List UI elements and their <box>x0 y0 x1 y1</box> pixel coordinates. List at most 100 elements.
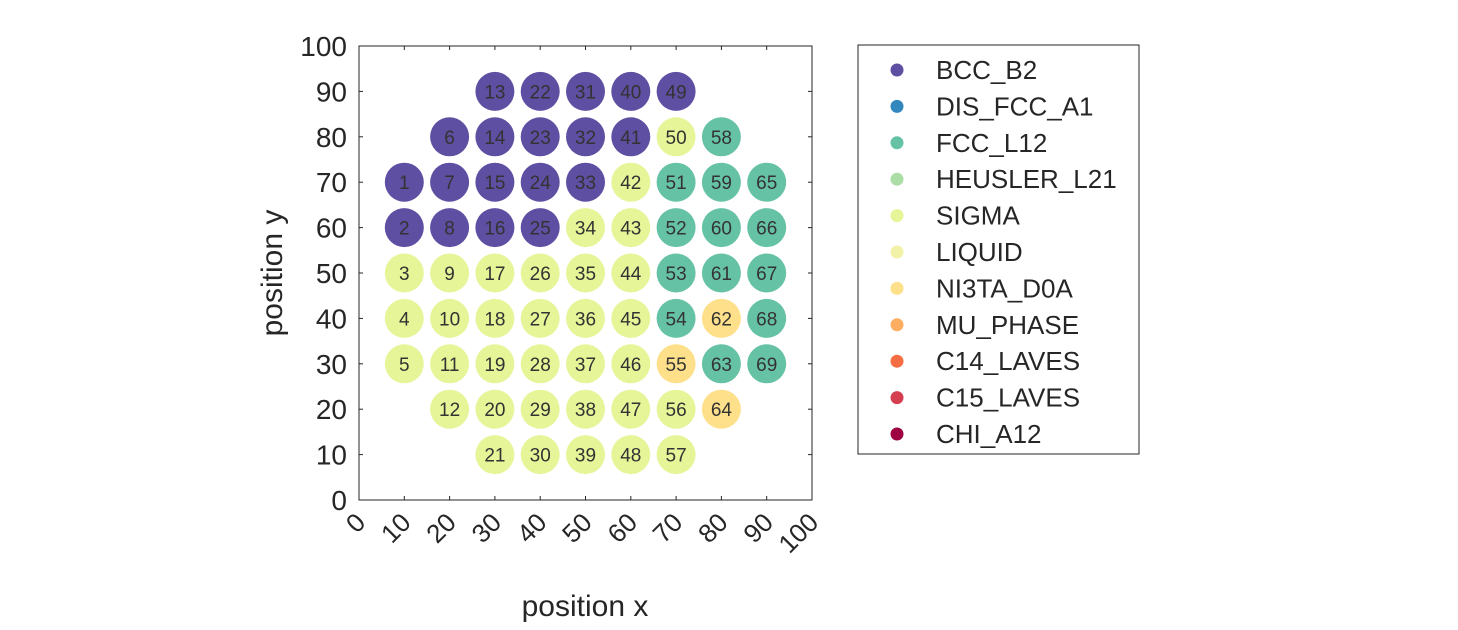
legend-marker <box>890 136 904 150</box>
data-point-marker <box>611 208 651 248</box>
legend-marker <box>890 209 904 223</box>
legend-entry: HEUSLER_L21 <box>890 164 1117 194</box>
data-point-36: 36 <box>566 298 605 338</box>
data-point-marker <box>656 71 696 111</box>
data-point-marker <box>747 162 787 202</box>
data-point-label: 38 <box>575 400 596 421</box>
data-point-label: 49 <box>666 82 687 103</box>
data-point-label: 16 <box>484 219 505 240</box>
data-point-label: 35 <box>575 264 596 285</box>
legend-label: C14_LAVES <box>936 346 1080 376</box>
data-point-label: 51 <box>666 173 687 194</box>
data-point-label: 21 <box>484 446 505 467</box>
data-point-24: 24 <box>520 162 560 202</box>
data-point-marker <box>747 253 787 293</box>
data-point-33: 33 <box>566 162 605 202</box>
data-point-62: 62 <box>701 298 741 338</box>
data-point-label: 44 <box>620 264 642 285</box>
data-point-marker <box>701 389 741 429</box>
legend-marker <box>890 354 904 368</box>
data-point-55: 55 <box>656 344 696 384</box>
data-point-label: 17 <box>484 264 505 285</box>
x-tick-label: 20 <box>420 507 462 549</box>
data-point-label: 25 <box>530 219 551 240</box>
data-point-marker <box>566 162 605 202</box>
y-tick-label: 20 <box>316 394 347 425</box>
data-point-34: 34 <box>566 208 605 248</box>
legend-label: C15_LAVES <box>936 383 1080 413</box>
legend-marker <box>890 99 904 113</box>
data-point-52: 52 <box>656 208 696 248</box>
legend-label: CHI_A12 <box>936 419 1042 449</box>
legend-items: BCC_B2 DIS_FCC_A1 FCC_L12 HEUSLER_L21 SIGMA L… <box>890 55 1117 449</box>
data-point-marker <box>701 117 741 157</box>
legend-marker <box>890 427 904 441</box>
data-points: 1234567891011121314151617181920212223242… <box>384 71 787 475</box>
data-point-marker <box>566 71 605 111</box>
data-point-44: 44 <box>611 253 651 293</box>
data-point-35: 35 <box>566 253 605 293</box>
data-point-marker <box>656 117 696 157</box>
data-point-label: 55 <box>666 355 687 376</box>
data-point-marker <box>520 253 560 293</box>
data-point-label: 54 <box>666 309 688 330</box>
data-point-43: 43 <box>611 208 651 248</box>
data-point-label: 58 <box>711 128 732 149</box>
data-point-marker <box>747 298 787 338</box>
legend-entry: DIS_FCC_A1 <box>890 91 1094 121</box>
legend-entry: SIGMA <box>890 201 1020 231</box>
legend: BCC_B2 DIS_FCC_A1 FCC_L12 HEUSLER_L21 SIGMA L… <box>857 44 1140 455</box>
data-point-marker <box>747 344 787 384</box>
data-point-27: 27 <box>520 298 560 338</box>
x-axis-label: position x <box>522 590 649 623</box>
data-point-56: 56 <box>656 389 696 429</box>
data-point-66: 66 <box>747 208 787 248</box>
x-tick-label: 40 <box>511 507 553 549</box>
y-tick-label: 80 <box>316 122 347 153</box>
data-point-label: 69 <box>756 355 777 376</box>
data-point-51: 51 <box>656 162 696 202</box>
legend-entry: MU_PHASE <box>890 310 1079 340</box>
data-point-marker <box>430 162 470 202</box>
data-point-marker <box>611 344 651 384</box>
data-point-2: 2 <box>384 208 424 248</box>
x-tick-label: 60 <box>601 507 643 549</box>
data-point-marker <box>701 298 741 338</box>
data-point-marker <box>701 344 741 384</box>
data-point-14: 14 <box>475 117 515 157</box>
data-point-16: 16 <box>475 208 515 248</box>
data-point-57: 57 <box>656 435 696 475</box>
data-point-12: 12 <box>430 389 470 429</box>
data-point-28: 28 <box>520 344 560 384</box>
x-tick-label: 90 <box>737 507 779 549</box>
data-point-label: 47 <box>620 400 641 421</box>
data-point-label: 37 <box>575 355 596 376</box>
data-point-label: 10 <box>439 309 460 330</box>
data-point-3: 3 <box>384 253 424 293</box>
y-tick-label: 0 <box>331 485 347 516</box>
legend-entry: CHI_A12 <box>890 419 1042 449</box>
data-point-label: 67 <box>756 264 777 285</box>
data-point-marker <box>475 117 515 157</box>
data-point-marker <box>566 435 605 475</box>
data-point-58: 58 <box>701 117 741 157</box>
data-point-9: 9 <box>430 253 470 293</box>
legend-label: DIS_FCC_A1 <box>936 91 1094 121</box>
data-point-label: 62 <box>711 309 732 330</box>
data-point-label: 8 <box>444 219 455 240</box>
data-point-marker <box>656 435 696 475</box>
legend-entry: LIQUID <box>890 237 1023 267</box>
data-point-label: 61 <box>711 264 732 285</box>
data-point-marker <box>566 253 605 293</box>
x-tick-label: 30 <box>465 507 507 549</box>
data-point-label: 3 <box>399 264 410 285</box>
data-point-marker <box>475 253 515 293</box>
data-point-label: 13 <box>484 82 505 103</box>
data-point-label: 23 <box>530 128 551 149</box>
data-point-54: 54 <box>656 298 696 338</box>
data-point-18: 18 <box>475 298 515 338</box>
data-point-label: 50 <box>666 128 687 149</box>
y-tick-label: 60 <box>316 213 347 244</box>
data-point-15: 15 <box>475 162 515 202</box>
